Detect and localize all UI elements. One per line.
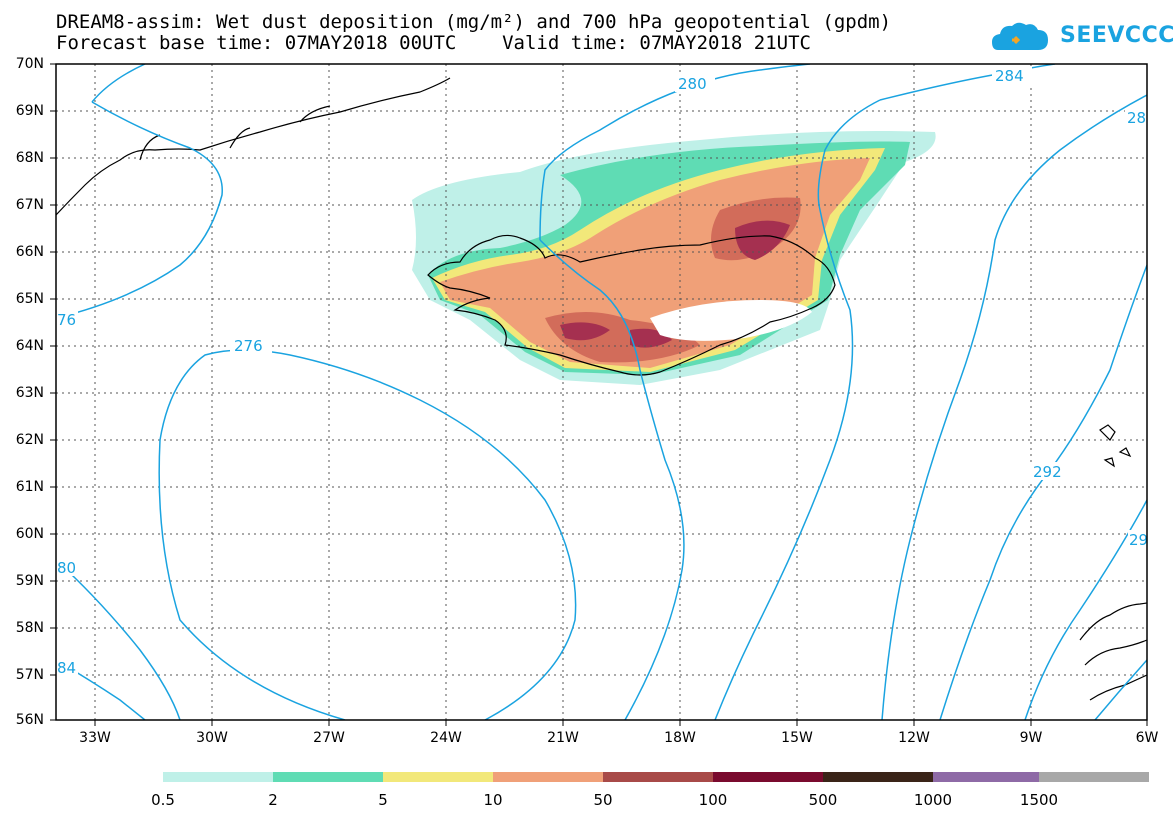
contour-label-76: 76: [57, 311, 76, 329]
legend-swatch: [713, 772, 823, 782]
contour-276: [158, 349, 577, 720]
contour-300: [1094, 659, 1147, 720]
lat-label: 60N: [15, 526, 44, 542]
lon-label: 24W: [430, 730, 462, 746]
lat-label: 68N: [15, 150, 44, 166]
lon-label: 18W: [664, 730, 696, 746]
iceland-coast: [427, 234, 836, 376]
legend-label: 5: [378, 791, 388, 809]
lat-label: 67N: [15, 197, 44, 213]
lat-label: 70N: [15, 56, 44, 72]
legend-swatch: [603, 772, 713, 782]
legend-swatch: [933, 772, 1039, 782]
legend-swatch: [163, 772, 273, 782]
contour-label-28: 28: [1127, 109, 1146, 127]
lat-label: 59N: [15, 573, 44, 589]
legend-swatch: [1039, 772, 1149, 782]
dust-clear-patch: [650, 300, 812, 341]
lat-label: 57N: [15, 667, 44, 683]
lat-label: 58N: [15, 620, 44, 636]
lon-label: 27W: [313, 730, 345, 746]
map-title: DREAM8-assim: Wet dust deposition (mg/m²…: [56, 11, 892, 33]
logo-text: SEEVCCC: [1060, 23, 1175, 48]
lon-label: 33W: [79, 730, 111, 746]
lon-label: 15W: [781, 730, 813, 746]
dust-deposition-field: [412, 131, 936, 385]
map-frame: [55, 63, 1148, 721]
legend-label: 1000: [913, 791, 953, 809]
dust-level-100b: [560, 322, 672, 348]
contour-280-b: [91, 64, 146, 103]
lon-label: 9W: [1019, 730, 1043, 746]
lat-label: 62N: [15, 432, 44, 448]
legend-label: 500: [808, 791, 838, 809]
legend-swatch: [823, 772, 933, 782]
contour-label-292: 292: [1033, 463, 1062, 481]
faroe-islands: [1099, 424, 1132, 468]
lon-label: 12W: [898, 730, 930, 746]
contour-284-main: [714, 99, 881, 720]
legend-label: 10: [483, 791, 503, 809]
coastlines: [56, 77, 1147, 701]
contour-label-276: 276: [234, 337, 263, 355]
lat-label: 56N: [15, 712, 44, 728]
contour-280-south: [539, 239, 685, 720]
legend-label: 2: [268, 791, 278, 809]
graticule: [56, 64, 1147, 720]
legend-label: 100: [698, 791, 728, 809]
contour-label-80: 80: [57, 559, 76, 577]
legend-label: 0.5: [151, 791, 175, 809]
greenland-coast-detail: [139, 105, 331, 161]
cloud-logo-icon: [992, 22, 1048, 50]
contour-280-north: [539, 64, 811, 241]
legend-swatch: [273, 772, 383, 782]
legend-swatch: [493, 772, 603, 782]
lon-label: 30W: [196, 730, 228, 746]
dust-level-100a: [735, 220, 790, 260]
lat-label: 64N: [15, 338, 44, 354]
lon-label: 21W: [547, 730, 579, 746]
scotland-coast: [1079, 602, 1147, 701]
axis-ticks: [50, 63, 1148, 726]
lat-label: 69N: [15, 103, 44, 119]
contour-label-84: 84: [57, 659, 76, 677]
contour-labels: 280 284 28 76 276 292 80 84 29: [56, 66, 1148, 677]
lat-label: 63N: [15, 385, 44, 401]
contour-label-280: 280: [678, 75, 707, 93]
contour-label-284: 284: [995, 67, 1024, 85]
legend-label: 50: [593, 791, 613, 809]
contour-280: [56, 101, 223, 319]
lat-label: 65N: [15, 291, 44, 307]
lat-label: 66N: [15, 244, 44, 260]
contour-80-sw: [56, 559, 181, 720]
legend-swatch: [383, 772, 493, 782]
lat-label: 61N: [15, 479, 44, 495]
contour-label-29: 29: [1129, 531, 1148, 549]
lon-label: 6W: [1135, 730, 1159, 746]
map-subtitle: Forecast base time: 07MAY2018 00UTC Vali…: [56, 32, 811, 54]
contour-292: [939, 264, 1147, 720]
greenland-coast: [56, 77, 451, 216]
contour-288: [881, 94, 1147, 720]
legend-label: 1500: [1019, 791, 1059, 809]
